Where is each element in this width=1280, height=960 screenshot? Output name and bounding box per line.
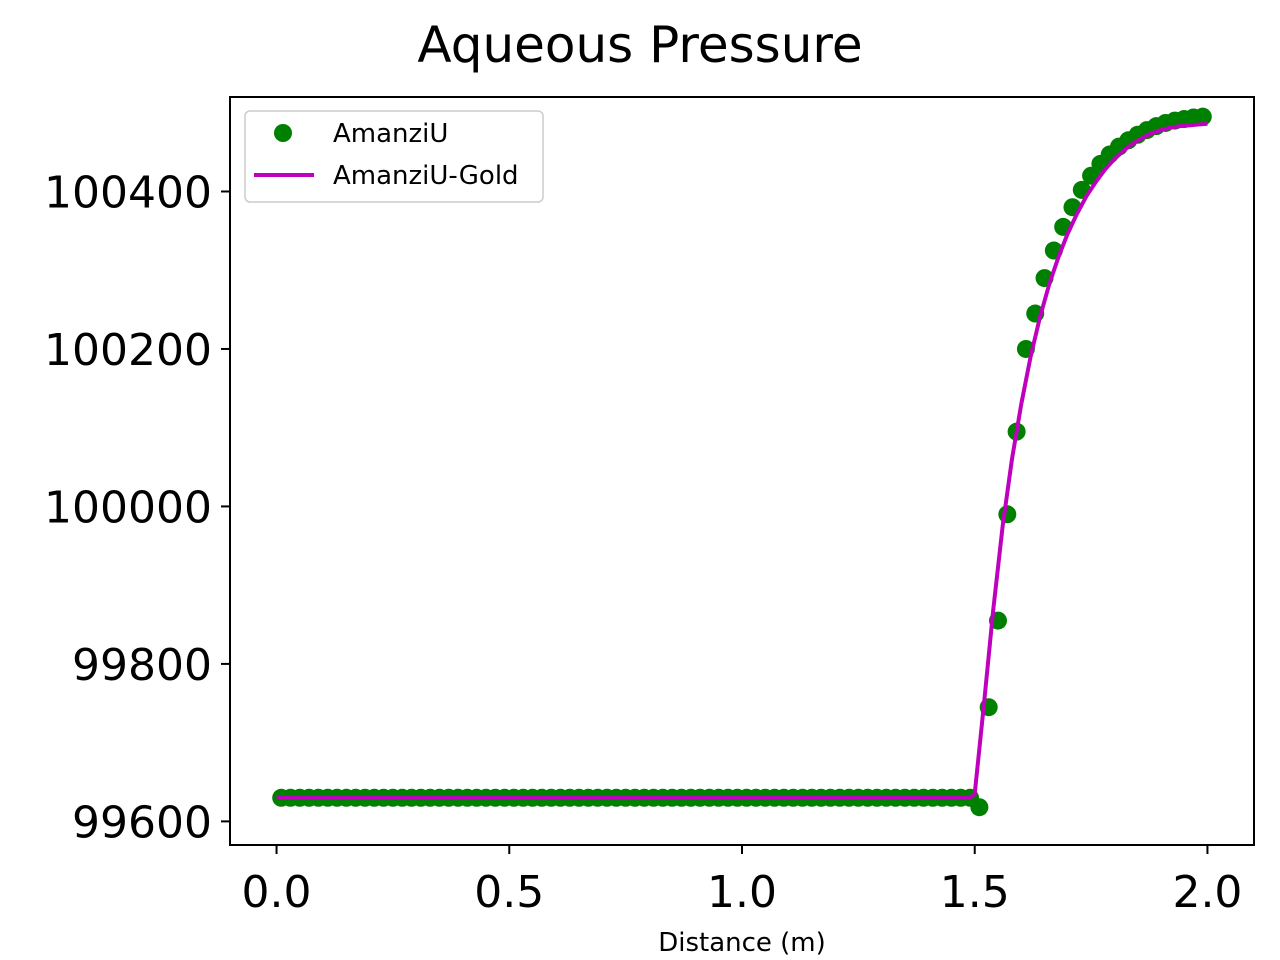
series-layer <box>272 107 1212 817</box>
y-axis: 99600 99800 100000 100200 100400 <box>44 167 230 848</box>
x-tick-label: 0.0 <box>242 867 312 918</box>
series-amanziu-gold-line <box>276 121 1208 800</box>
data-point <box>998 505 1017 524</box>
legend: AmanziU AmanziU-Gold <box>244 110 544 203</box>
data-point <box>1193 107 1212 126</box>
y-tick-label: 100400 <box>44 167 212 218</box>
x-axis-label: Distance (m) <box>658 928 826 958</box>
plot-area: 0.0 0.5 1.0 1.5 2.0 99600 99800 100000 100200 10… <box>44 96 1255 918</box>
x-tick-label: 1.5 <box>940 867 1010 918</box>
y-tick-label: 99600 <box>72 797 212 848</box>
data-point <box>970 798 989 817</box>
x-tick-label: 1.0 <box>707 867 777 918</box>
y-tick-label: 100000 <box>44 482 212 533</box>
y-tick-label: 99800 <box>72 640 212 691</box>
legend-marker-amanziu <box>274 124 292 142</box>
x-tick-label: 2.0 <box>1172 867 1242 918</box>
y-tick-label: 100200 <box>44 325 212 376</box>
x-axis: 0.0 0.5 1.0 1.5 2.0 <box>242 845 1242 918</box>
legend-label-amanziu-gold: AmanziU-Gold <box>333 161 519 191</box>
legend-box <box>244 110 544 203</box>
chart-title: Aqueous Pressure <box>417 16 862 74</box>
legend-label-amanziu: AmanziU <box>333 119 448 149</box>
series-amanziu-points <box>272 107 1212 817</box>
x-tick-label: 0.5 <box>474 867 544 918</box>
axes-frame <box>229 96 1255 846</box>
